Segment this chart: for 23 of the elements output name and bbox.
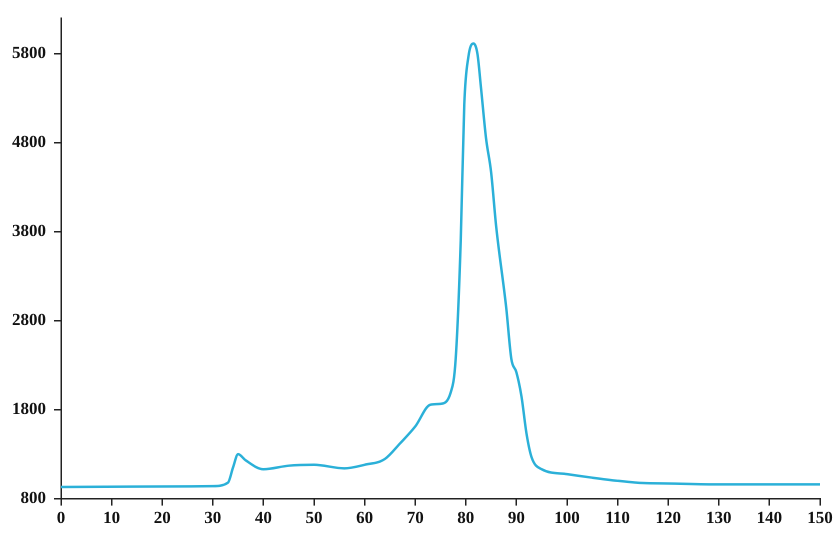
- x-tick-label: 130: [706, 508, 732, 528]
- x-tick-label: 0: [56, 508, 66, 528]
- x-tick-label: 10: [103, 508, 120, 528]
- x-tick-label: 50: [306, 508, 322, 528]
- x-tick-label: 80: [457, 508, 474, 528]
- y-tick-label: 3800: [12, 221, 46, 240]
- x-tick-label: 140: [756, 508, 782, 528]
- x-tick-label: 110: [605, 508, 630, 528]
- y-tick-label: 1800: [12, 399, 46, 418]
- y-tick-label: 800: [20, 488, 46, 507]
- y-tick-label: 4800: [12, 132, 46, 152]
- x-tick-label: 60: [356, 508, 374, 528]
- x-tick-label: 90: [508, 508, 525, 528]
- y-tick-label: 2800: [12, 310, 46, 330]
- x-tick-label: 150: [807, 508, 833, 528]
- x-tick-label: 120: [655, 508, 681, 528]
- x-tick-label: 70: [406, 508, 424, 528]
- x-tick-label: 30: [204, 508, 222, 528]
- x-tick-label: 40: [254, 508, 272, 528]
- y-tick-label: 5800: [12, 43, 46, 62]
- x-tick-label: 20: [154, 508, 171, 528]
- x-tick-label: 100: [554, 508, 580, 528]
- line-series: [61, 42, 820, 488]
